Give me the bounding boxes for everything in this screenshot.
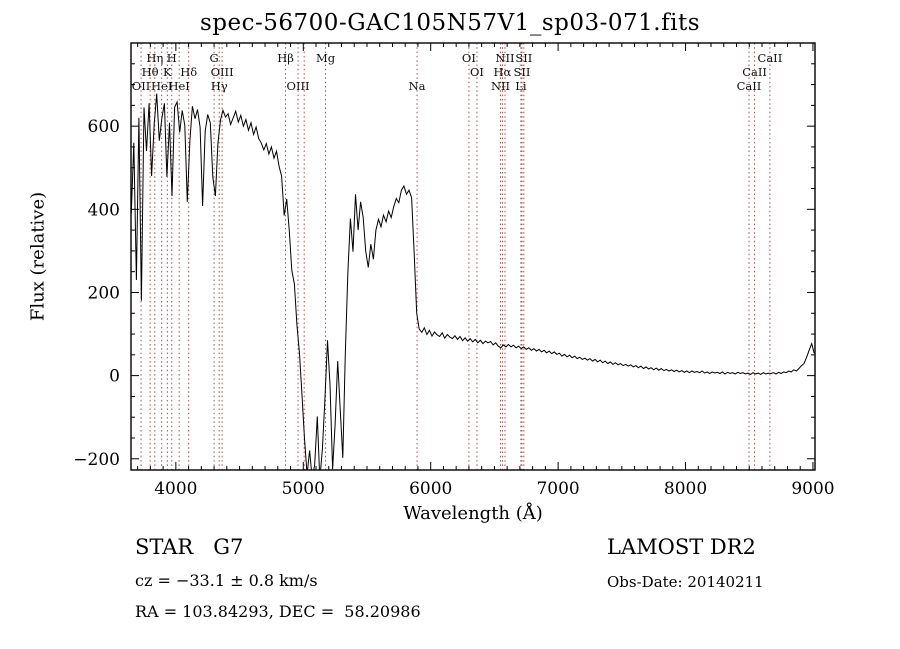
line-marker-label: G (209, 51, 218, 65)
line-marker-label: OIII (211, 65, 234, 79)
line-marker-label: Hδ (180, 65, 197, 79)
plot-frame (130, 42, 816, 471)
line-marker-label: Hγ (211, 79, 228, 93)
line-marker-label: Hβ (277, 51, 294, 65)
line-marker-label: Li (515, 79, 527, 93)
line-marker-label: OI (470, 65, 484, 79)
y-tick-label: 0 (109, 367, 120, 387)
ra-dec-value: RA = 103.84293, DEC = 58.20986 (135, 602, 421, 621)
line-marker-label: HeI (168, 79, 189, 93)
cz-value: cz = −33.1 ± 0.8 km/s (135, 571, 318, 590)
x-tick-label: 5000 (282, 479, 325, 499)
survey-label: LAMOST DR2 (607, 535, 756, 559)
x-tick-label: 4000 (154, 479, 197, 499)
y-tick-label: −200 (73, 450, 120, 470)
line-marker-label: Hη (146, 51, 163, 65)
line-marker-label: SII (513, 65, 530, 79)
spectrum-line (131, 93, 815, 470)
line-marker-label: K (163, 65, 172, 79)
line-marker-label: SII (515, 51, 532, 65)
y-tick-label: 400 (88, 200, 120, 220)
line-marker-label: Na (409, 79, 426, 93)
x-axis-label: Wavelength (Å) (403, 503, 543, 524)
line-marker-label: Hθ (142, 65, 159, 79)
line-marker-label: CaII (737, 79, 762, 93)
line-marker-label: OII (132, 79, 151, 93)
obs-date: Obs-Date: 20140211 (607, 573, 764, 591)
line-marker-label: CaII (742, 65, 767, 79)
line-marker-label: NII (491, 79, 510, 93)
plot-title: spec-56700-GAC105N57V1_sp03-071.fits (199, 10, 701, 36)
x-tick-label: 7000 (536, 479, 579, 499)
x-tick-label: 8000 (664, 479, 707, 499)
line-marker-label: CaII (758, 51, 783, 65)
y-tick-label: 200 (88, 283, 120, 303)
x-tick-label: 9000 (791, 479, 834, 499)
line-marker-label: Hα (494, 65, 512, 79)
line-marker-label: H (167, 51, 177, 65)
y-tick-label: 600 (88, 117, 120, 137)
line-marker-label: NII (495, 51, 514, 65)
object-class-label: STAR G7 (135, 535, 244, 559)
line-marker-label: Mg (316, 51, 336, 65)
line-marker-label: OI (462, 51, 476, 65)
line-marker-label: HeI (151, 79, 172, 93)
line-marker-label: OIII (287, 79, 310, 93)
x-tick-label: 6000 (409, 479, 452, 499)
